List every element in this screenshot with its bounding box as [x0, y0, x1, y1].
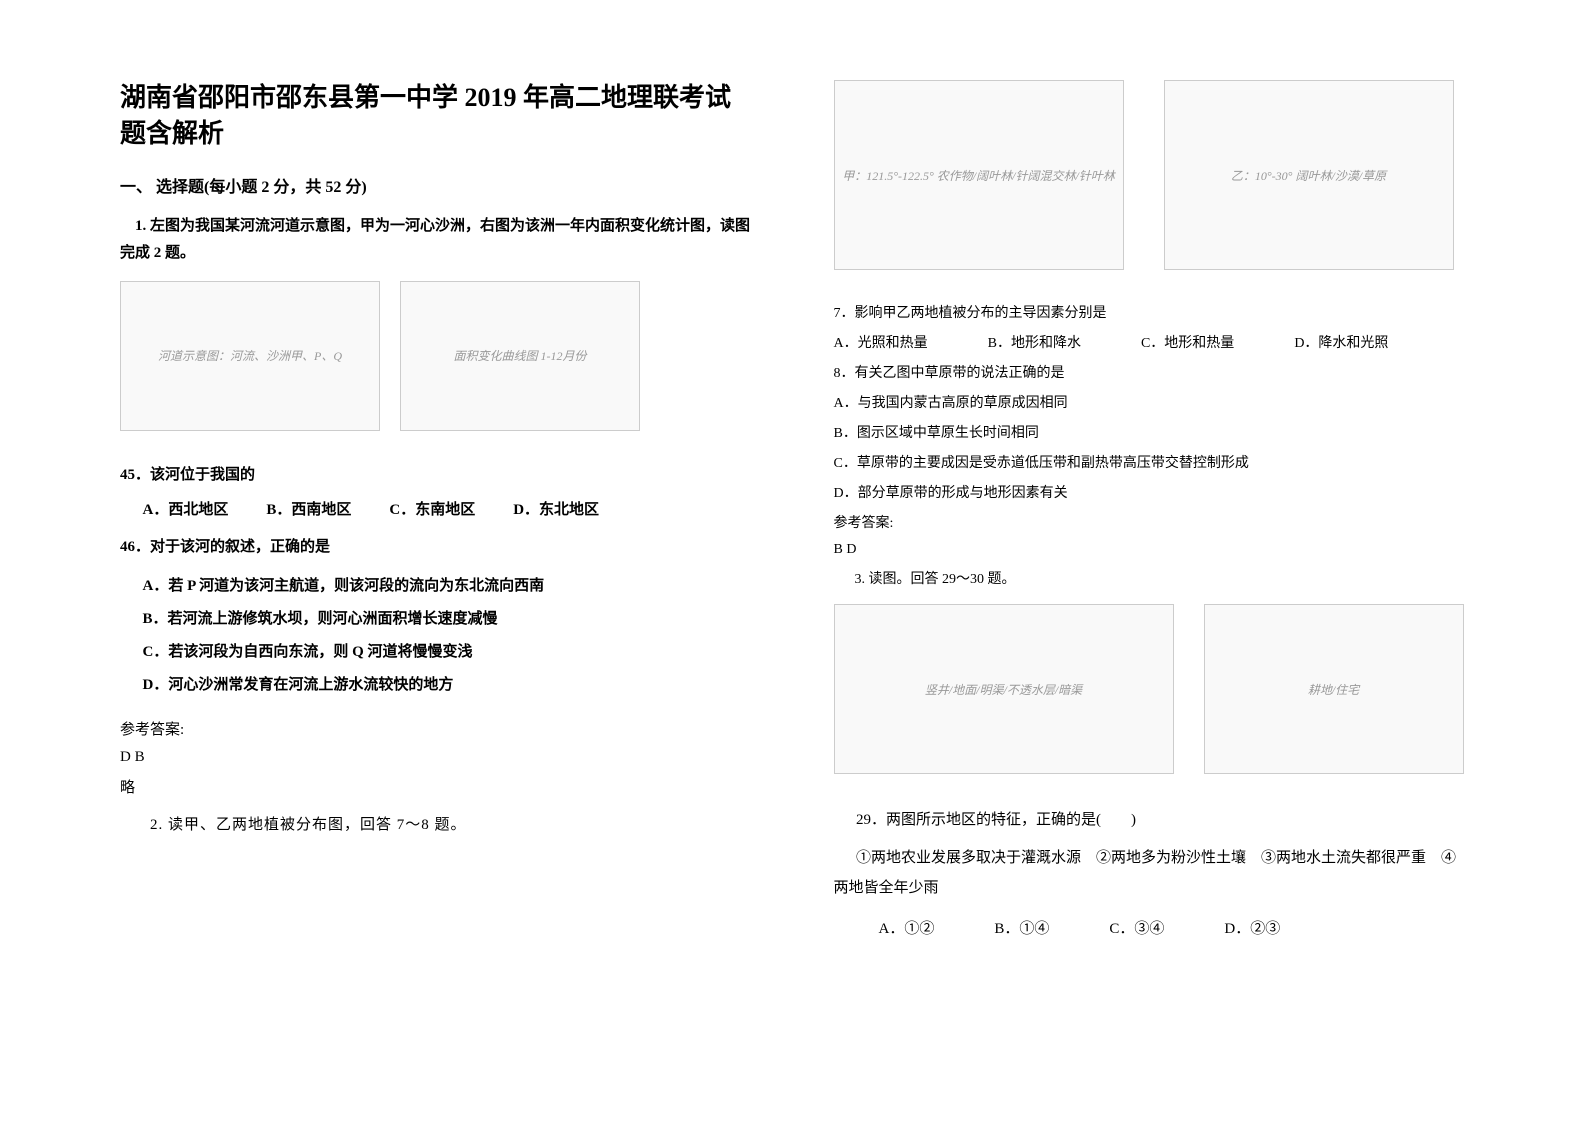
q45-opt-a: A．西北地区 — [143, 498, 229, 519]
q45-opt-b: B．西南地区 — [266, 498, 351, 519]
q3-image-left: 竖井/地面/明渠/不透水层/暗渠 — [834, 604, 1174, 774]
q1-answer-label: 参考答案: — [120, 718, 754, 739]
q46-stem: 46．对于该河的叙述，正确的是 — [120, 535, 754, 556]
q2-image-yi: 乙：10°-30° 阔叶林/沙漠/草原 — [1164, 80, 1454, 270]
q2-intro: 2. 读甲、乙两地植被分布图，回答 7～8 题。 — [150, 813, 754, 834]
left-column: 湖南省邵阳市邵东县第一中学 2019 年高二地理联考试题含解析 一、 选择题(每… — [100, 80, 794, 1062]
q7-options: A．光照和热量 B．地形和降水 C．地形和热量 D．降水和光照 — [834, 332, 1468, 352]
q29-stem: 29．两图所示地区的特征，正确的是( ) — [834, 808, 1468, 829]
q8-opt-d: D．部分草原带的形成与地形因素有关 — [834, 482, 1468, 502]
section-header: 一、 选择题(每小题 2 分，共 52 分) — [120, 173, 754, 197]
q1-image-river: 河道示意图：河流、沙洲甲、P、Q — [120, 281, 380, 431]
q29-opt-a: A．①② — [879, 917, 935, 938]
q29-opt-b: B．①④ — [994, 917, 1049, 938]
q45-opt-d: D．东北地区 — [513, 498, 599, 519]
exam-title: 湖南省邵阳市邵东县第一中学 2019 年高二地理联考试题含解析 — [120, 80, 754, 153]
q29-opt-c: C．③④ — [1109, 917, 1164, 938]
q2-image-jia: 甲：121.5°-122.5° 农作物/阔叶林/针阔混交林/针叶林 — [834, 80, 1124, 270]
q7-opt-c: C．地形和热量 — [1141, 332, 1234, 352]
q7-stem: 7．影响甲乙两地植被分布的主导因素分别是 — [834, 302, 1468, 322]
q8-stem: 8．有关乙图中草原带的说法正确的是 — [834, 362, 1468, 382]
q7-opt-b: B．地形和降水 — [988, 332, 1081, 352]
q3-images: 竖井/地面/明渠/不透水层/暗渠 耕地/住宅 — [834, 604, 1468, 790]
q1-answer-value: D B — [120, 749, 754, 766]
q45-stem: 45．该河位于我国的 — [120, 463, 754, 484]
q1-stem: 1. 左图为我国某河流河道示意图，甲为一河心沙洲，右图为该洲一年内面积变化统计图… — [120, 213, 754, 267]
q7-opt-d: D．降水和光照 — [1294, 332, 1388, 352]
q1-images: 河道示意图：河流、沙洲甲、P、Q 面积变化曲线图 1-12月份 — [120, 281, 754, 447]
q8-opt-c: C．草原带的主要成因是受赤道低压带和副热带高压带交替控制形成 — [834, 452, 1468, 472]
q8-opt-b: B．图示区域中草原生长时间相同 — [834, 422, 1468, 442]
q8-opt-a: A．与我国内蒙古高原的草原成因相同 — [834, 392, 1468, 412]
q3-image-right: 耕地/住宅 — [1204, 604, 1464, 774]
right-column: 甲：121.5°-122.5° 农作物/阔叶林/针阔混交林/针叶林 乙：10°-… — [794, 80, 1488, 1062]
q46-opt-c: C．若该河段为自西向东流，则 Q 河道将慢慢变浅 — [143, 636, 754, 669]
q7-opt-a: A．光照和热量 — [834, 332, 928, 352]
q1-image-chart: 面积变化曲线图 1-12月份 — [400, 281, 640, 431]
q46-opt-d: D．河心沙洲常发育在河流上游水流较快的地方 — [143, 669, 754, 702]
q45-opt-c: C．东南地区 — [389, 498, 475, 519]
q78-answer-value: B D — [834, 542, 1468, 558]
q3-intro: 3. 读图。回答 29～30 题。 — [834, 568, 1468, 588]
q2-images: 甲：121.5°-122.5° 农作物/阔叶林/针阔混交林/针叶林 乙：10°-… — [834, 80, 1468, 286]
q78-answer-label: 参考答案: — [834, 512, 1468, 532]
q46-opt-b: B．若河流上游修筑水坝，则河心洲面积增长速度减慢 — [143, 603, 754, 636]
q29-options: A．①② B．①④ C．③④ D．②③ — [879, 917, 1468, 938]
q29-choices: ①两地农业发展多取决于灌溉水源 ②两地多为粉沙性土壤 ③两地水土流失都很严重 ④… — [834, 843, 1468, 903]
q45-options: A．西北地区 B．西南地区 C．东南地区 D．东北地区 — [143, 498, 754, 519]
q29-opt-d: D．②③ — [1224, 917, 1280, 938]
q46-opt-a: A．若 P 河道为该河主航道，则该河段的流向为东北流向西南 — [143, 570, 754, 603]
q46-options: A．若 P 河道为该河主航道，则该河段的流向为东北流向西南 B．若河流上游修筑水… — [143, 570, 754, 702]
q1-answer-skip: 略 — [120, 776, 754, 797]
